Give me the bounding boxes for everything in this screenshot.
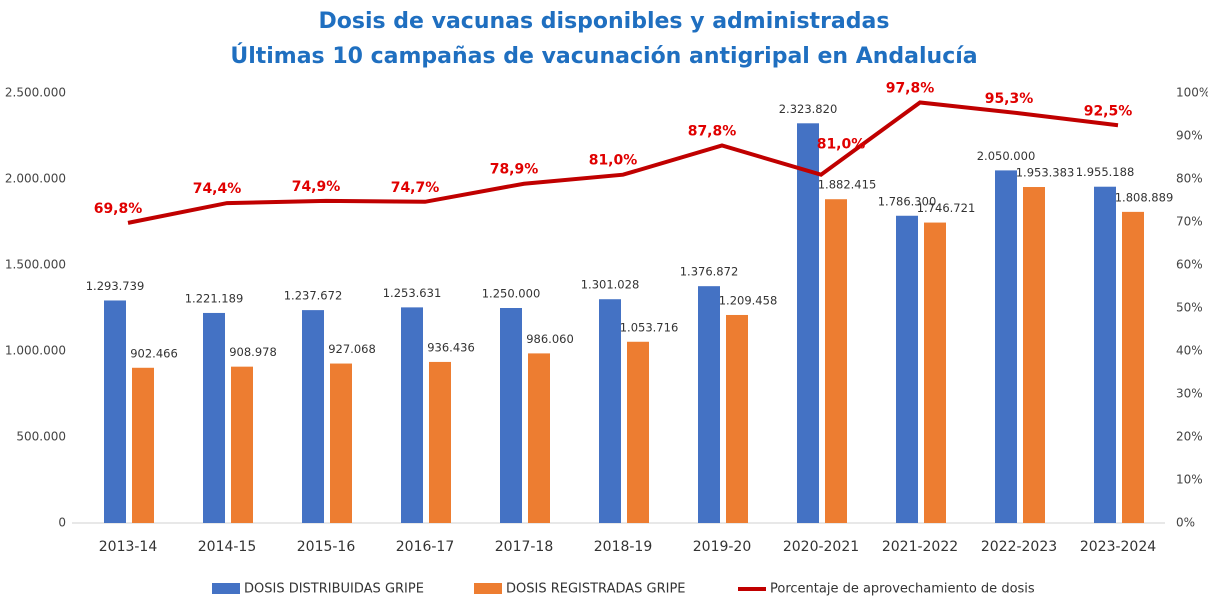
y-tick-label: 0 — [58, 516, 66, 530]
data-label: 1.237.672 — [284, 289, 343, 303]
bar — [599, 299, 621, 523]
bar — [698, 286, 720, 523]
data-label: 1.293.739 — [86, 279, 145, 293]
x-tick-label: 2016-17 — [396, 539, 455, 555]
data-label: 902.466 — [130, 346, 178, 360]
bar — [132, 367, 154, 523]
data-label: 74,9% — [292, 179, 341, 195]
data-label: 1.746.721 — [917, 201, 976, 215]
bar — [825, 199, 847, 524]
bar — [1094, 186, 1116, 524]
data-label: 69,8% — [94, 201, 143, 217]
data-label: 2.050.000 — [977, 149, 1036, 163]
bar — [104, 300, 126, 523]
y2-tick-label: 40% — [1176, 344, 1203, 358]
data-label: 908.978 — [229, 345, 277, 359]
data-label: 1.786.300 — [878, 194, 937, 208]
bar — [797, 123, 819, 523]
data-label: 1.253.631 — [383, 286, 442, 300]
bar — [330, 363, 352, 523]
bar — [924, 222, 946, 523]
bar — [500, 308, 522, 523]
data-label: 1.221.189 — [185, 291, 244, 305]
chart-title: Dosis de vacunas disponibles y administr… — [319, 9, 890, 34]
data-label: 2.323.820 — [779, 102, 838, 116]
y2-tick-label: 0% — [1176, 516, 1195, 530]
data-label: 74,4% — [193, 181, 242, 197]
data-label: 97,8% — [886, 80, 935, 96]
data-label: 986.060 — [526, 332, 574, 346]
bar — [627, 341, 649, 523]
data-label: 81,0% — [589, 153, 638, 169]
y2-tick-label: 70% — [1176, 215, 1203, 229]
legend-swatch — [212, 583, 240, 594]
data-label: 92,5% — [1084, 103, 1133, 119]
data-label: 74,7% — [391, 180, 440, 196]
data-label: 1.209.458 — [719, 293, 778, 307]
data-label: 927.068 — [328, 342, 376, 356]
bar — [726, 314, 748, 523]
x-tick-label: 2022-2023 — [981, 539, 1057, 555]
bar — [528, 353, 550, 523]
bar — [401, 307, 423, 523]
y2-tick-label: 90% — [1176, 129, 1203, 143]
x-tick-label: 2023-2024 — [1080, 539, 1156, 555]
bar — [896, 215, 918, 523]
y2-tick-label: 100% — [1176, 86, 1208, 100]
y-tick-label: 1.000.000 — [5, 344, 66, 358]
y2-tick-label: 50% — [1176, 301, 1203, 315]
legend-label: DOSIS REGISTRADAS GRIPE — [506, 582, 686, 597]
data-label: 1.250.000 — [482, 287, 541, 301]
data-label: 87,8% — [688, 123, 737, 139]
x-tick-label: 2015-16 — [297, 539, 356, 555]
bar — [203, 312, 225, 523]
y2-tick-label: 20% — [1176, 430, 1203, 444]
data-label: 1.301.028 — [581, 278, 640, 292]
data-label: 95,3% — [985, 91, 1034, 107]
data-label: 78,9% — [490, 162, 539, 178]
data-label: 1.955.188 — [1076, 165, 1135, 179]
bar — [995, 170, 1017, 523]
legend-label: DOSIS DISTRIBUIDAS GRIPE — [244, 582, 424, 597]
data-label: 936.436 — [427, 340, 475, 354]
y2-tick-label: 10% — [1176, 473, 1203, 487]
x-tick-label: 2021-2022 — [882, 539, 958, 555]
y2-tick-label: 60% — [1176, 258, 1203, 272]
x-tick-label: 2017-18 — [495, 539, 554, 555]
bar — [1023, 187, 1045, 523]
data-label: 1.808.889 — [1115, 190, 1174, 204]
x-tick-label: 2020-2021 — [783, 539, 859, 555]
data-label: 1.376.872 — [680, 265, 739, 279]
bar — [231, 366, 253, 523]
y-tick-label: 2.000.000 — [5, 172, 66, 186]
y-tick-label: 1.500.000 — [5, 258, 66, 272]
bar — [429, 361, 451, 523]
x-tick-label: 2018-19 — [594, 539, 653, 555]
bar — [1122, 211, 1144, 523]
bar — [302, 310, 324, 523]
data-label: 1.053.716 — [620, 320, 679, 334]
chart-title: Últimas 10 campañas de vacunación antigr… — [230, 43, 977, 69]
data-label: 1.953.383 — [1016, 166, 1075, 180]
legend-label: Porcentaje de aprovechamiento de dosis — [770, 582, 1035, 597]
x-tick-label: 2014-15 — [198, 539, 257, 555]
data-label: 1.882.415 — [818, 178, 877, 192]
x-tick-label: 2013-14 — [99, 539, 158, 555]
data-label: 81,0% — [817, 137, 866, 153]
y-tick-label: 2.500.000 — [5, 86, 66, 100]
x-tick-label: 2019-20 — [693, 539, 752, 555]
y2-tick-label: 30% — [1176, 387, 1203, 401]
legend-swatch — [474, 583, 502, 594]
y-tick-label: 500.000 — [16, 430, 66, 444]
y2-tick-label: 80% — [1176, 172, 1203, 186]
line — [127, 100, 1119, 225]
